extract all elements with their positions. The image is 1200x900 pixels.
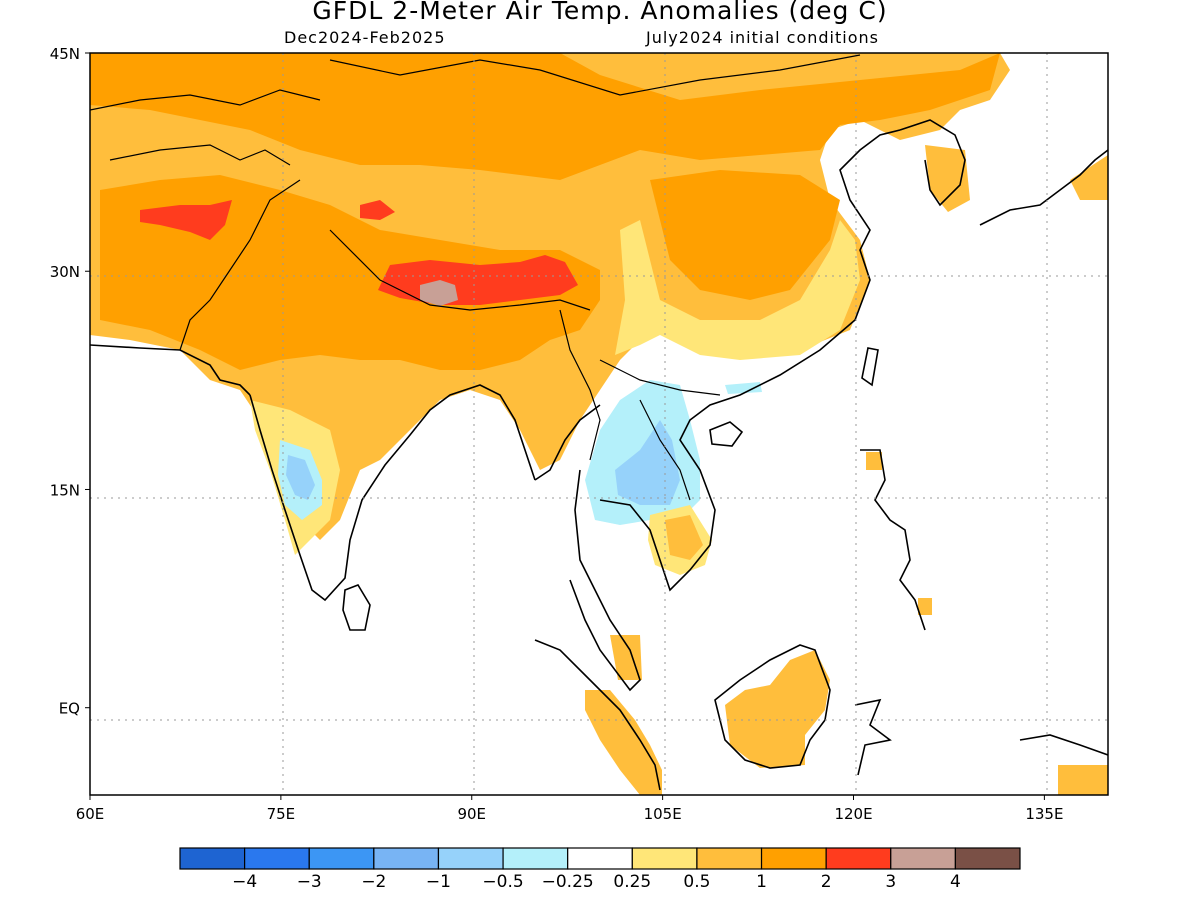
coastline-india — [249, 384, 536, 602]
colorbar-label: −0.25 — [542, 872, 594, 892]
colorbar-label: −1 — [426, 872, 451, 892]
anomaly-region-sumatra-warm — [585, 690, 662, 795]
colorbar-swatch — [825, 847, 892, 870]
lon-label: 135E — [1025, 805, 1063, 823]
colorbar-swatch — [373, 847, 440, 870]
coastline-arabian-sea — [90, 344, 251, 396]
lon-label: 60E — [76, 805, 105, 823]
colorbar-swatch — [567, 847, 633, 870]
coastlines — [90, 119, 1108, 791]
anomaly-region-indochina-colder — [615, 420, 680, 505]
border-myanmar — [559, 309, 601, 461]
colorbar-label: −4 — [232, 872, 257, 892]
anomaly-region-malaya-warm — [610, 635, 642, 680]
coastline-sri-lanka — [342, 584, 371, 631]
coastline-gulf-of-thailand — [599, 129, 901, 592]
border-china-southeast-asia — [599, 359, 721, 396]
map-title: GFDL 2-Meter Air Temp. Anomalies (deg C) — [312, 0, 888, 25]
lat-label: 30N — [50, 263, 80, 281]
colorbar-label: 0.25 — [613, 872, 651, 892]
border-pakistan-india — [179, 179, 301, 351]
colorbar-label: −3 — [297, 872, 322, 892]
colorbar-swatch — [179, 847, 246, 870]
colorbar-label: 0.5 — [683, 872, 710, 892]
anomaly-region-new-guinea-warm — [1058, 765, 1108, 795]
border-himalaya — [329, 229, 591, 311]
anomaly-region-ghats-colder — [286, 455, 315, 500]
colorbar-label: −0.5 — [482, 872, 523, 892]
coastline-japan — [979, 149, 1108, 226]
colorbar-label: −2 — [361, 872, 386, 892]
colorbar-swatch — [760, 847, 827, 870]
lat-label: 45N — [50, 45, 80, 63]
coastline-bay-of-bengal-east — [534, 404, 601, 481]
map-frame — [89, 52, 1109, 796]
lon-label: 90E — [457, 805, 486, 823]
anomaly-region-south-china-cool — [725, 382, 762, 394]
anomaly-region-japan-warm — [1070, 155, 1108, 200]
colorbar-label: 4 — [950, 872, 961, 892]
anomaly-region-tibet-peak — [420, 280, 458, 306]
colorbar-swatch — [954, 847, 1021, 870]
colorbar-label: 2 — [821, 872, 832, 892]
colorbar-swatch — [696, 847, 763, 870]
anomaly-region-philippines-warm — [866, 452, 932, 615]
colorbar-swatch — [244, 847, 310, 870]
anomaly-region-tibet-small-hotspot — [360, 200, 395, 220]
border-central-asia — [90, 89, 321, 111]
anomaly-region-borneo-warm — [725, 650, 830, 768]
lat-label: 15N — [50, 481, 80, 499]
anomaly-field — [90, 53, 1108, 795]
coastline-taiwan — [861, 347, 879, 387]
colorbar-swatch — [631, 847, 698, 870]
country-borders — [90, 54, 861, 501]
colorbar-swatch — [890, 847, 956, 870]
colorbar-label: 1 — [756, 872, 767, 892]
anomaly-region-afghan-hotspot — [140, 200, 232, 240]
border-china-north — [329, 54, 861, 96]
initial-conditions: July2024 initial conditions — [646, 28, 879, 47]
colorbar-label: 3 — [885, 872, 896, 892]
anomaly-region-cambodia-warmer — [665, 515, 703, 560]
colorbar-swatch — [437, 847, 504, 870]
anomaly-region-china-interior — [650, 170, 840, 300]
anomaly-region-korea-warm — [925, 145, 970, 212]
coastline-hainan — [709, 421, 744, 447]
forecast-period: Dec2024-Feb2025 — [284, 28, 446, 47]
coastline-new-guinea — [1019, 734, 1108, 756]
anomaly-region-central-asia — [90, 53, 1000, 180]
border-laos-vietnam — [639, 399, 691, 501]
axis-labels: 45N 30N 15N EQ 60E 75E 90E 105E 120E 135E — [50, 45, 1064, 823]
anomaly-region-east-china-margin — [615, 220, 860, 360]
coastline-korea — [899, 119, 966, 207]
lat-label: EQ — [59, 700, 80, 718]
border-afghanistan — [109, 144, 291, 166]
colorbar: −4 −3 −2 −1 −0.5 −0.25 0.25 0.5 1 2 3 4 — [179, 847, 1021, 892]
colorbar-swatch — [308, 847, 375, 870]
coastline-malay-peninsula — [569, 469, 641, 692]
coastline-philippines — [860, 449, 926, 631]
lon-label: 120E — [834, 805, 872, 823]
coastline-sumatra — [534, 639, 661, 791]
coastline-sulawesi — [854, 698, 892, 776]
gridlines — [90, 53, 1108, 795]
lon-label: 105E — [644, 805, 682, 823]
lon-label: 75E — [267, 805, 296, 823]
colorbar-swatch — [502, 847, 569, 870]
